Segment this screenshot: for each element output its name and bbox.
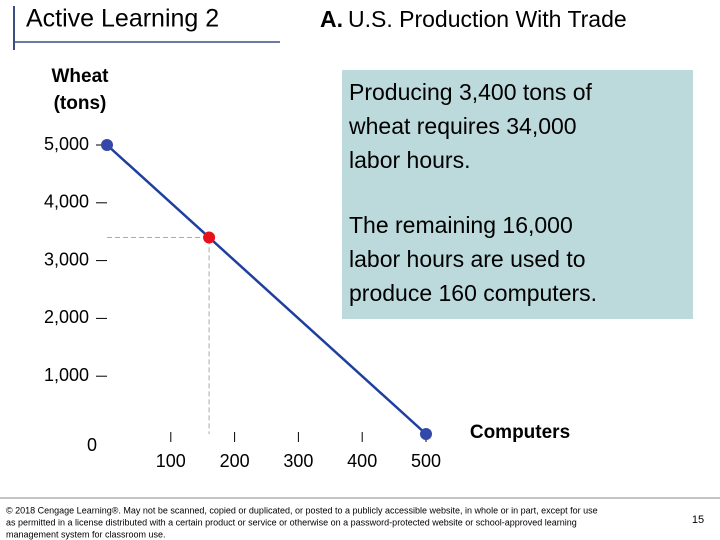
annotation-box bbox=[342, 70, 693, 319]
x-tick-label: 200 bbox=[220, 451, 250, 471]
y-axis-label: Wheat bbox=[52, 66, 110, 87]
y-tick-label: 5,000 bbox=[44, 134, 89, 154]
x-tick-label: 400 bbox=[347, 451, 377, 471]
x-tick-label: 500 bbox=[411, 451, 441, 471]
x-tick-label: 100 bbox=[156, 451, 186, 471]
footer-text: management system for classroom use. bbox=[6, 529, 166, 539]
data-point bbox=[203, 231, 216, 244]
heading: U.S. Production With Trade bbox=[348, 6, 627, 32]
annotation-text: produce 160 computers. bbox=[349, 280, 597, 306]
y-tick-label: 3,000 bbox=[44, 249, 89, 269]
footer-text: as permitted in a license distributed wi… bbox=[6, 517, 577, 527]
y-tick-label: 2,000 bbox=[44, 307, 89, 327]
y-tick-label: 0 bbox=[87, 435, 97, 455]
y-tick-label: 4,000 bbox=[44, 192, 89, 212]
data-point bbox=[420, 428, 432, 440]
annotation-text: The remaining 16,000 bbox=[349, 212, 573, 238]
annotation-text: Producing 3,400 tons of bbox=[349, 79, 593, 105]
footer-text: © 2018 Cengage Learning®. May not be sca… bbox=[6, 505, 598, 515]
x-axis-label: Computers bbox=[470, 422, 570, 443]
guide-line bbox=[107, 236, 210, 434]
x-tick-label: 300 bbox=[283, 451, 313, 471]
data-point bbox=[101, 139, 113, 151]
y-axis-label: (tons) bbox=[54, 93, 107, 114]
annotation-text: labor hours. bbox=[349, 147, 470, 173]
annotation-text: wheat requires 34,000 bbox=[348, 113, 577, 139]
y-tick-label: 1,000 bbox=[44, 365, 89, 385]
annotation-text: labor hours are used to bbox=[349, 246, 586, 272]
page-number: 15 bbox=[692, 514, 704, 526]
slide-title: Active Learning 2 bbox=[26, 5, 219, 33]
heading-label: A. bbox=[320, 6, 343, 32]
